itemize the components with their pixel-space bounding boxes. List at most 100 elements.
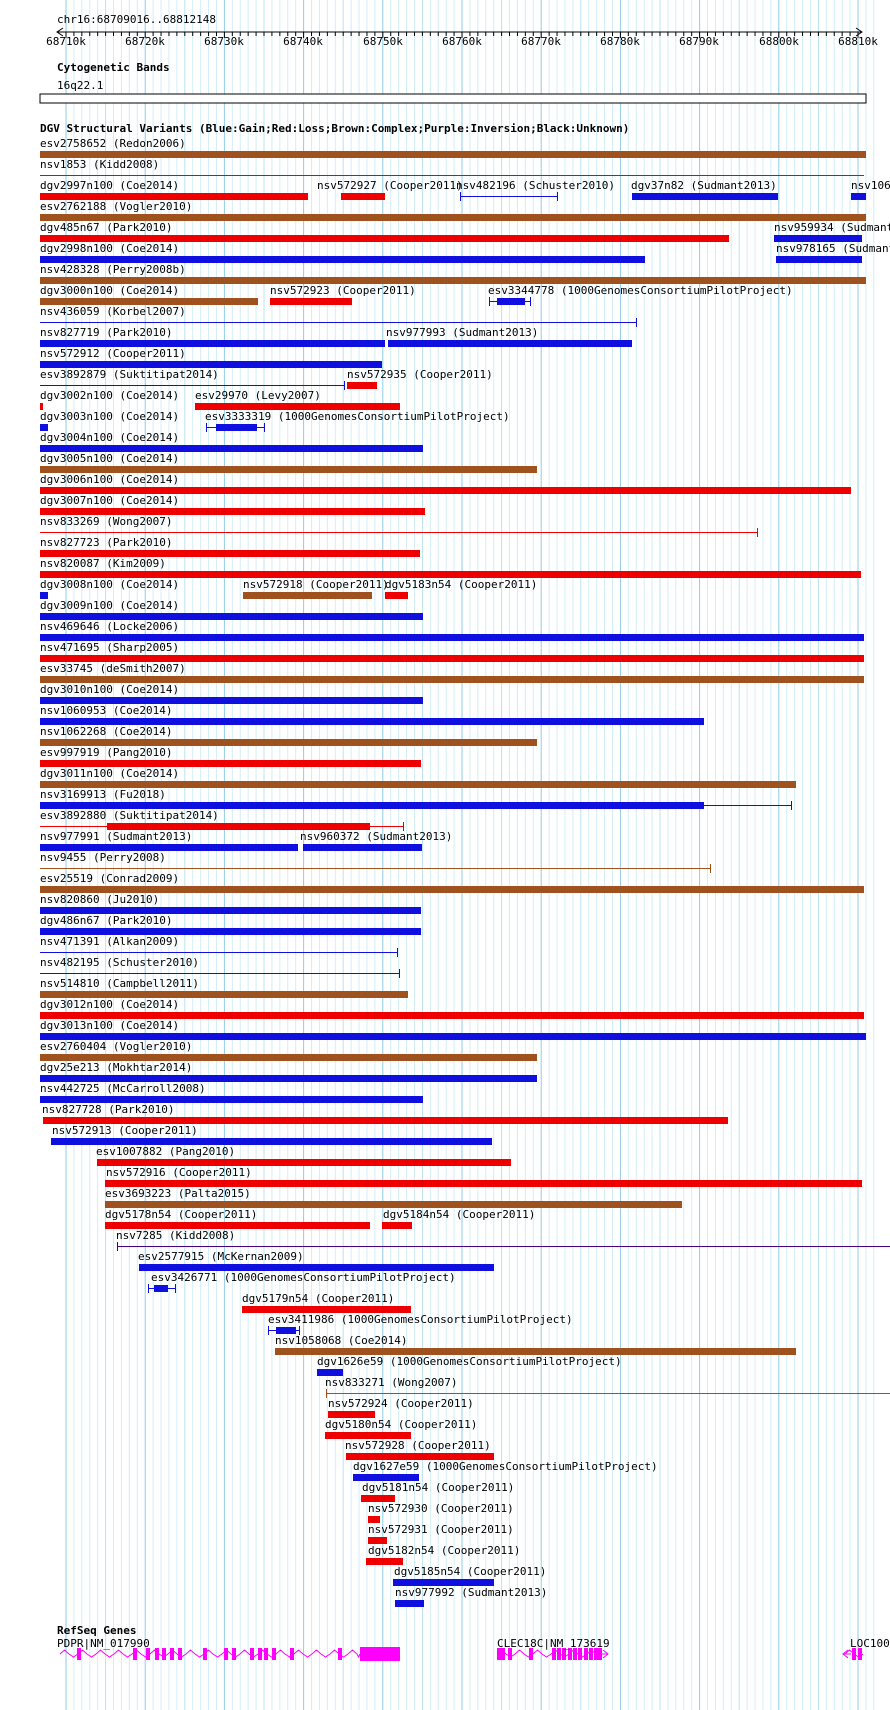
variant-bar[interactable] <box>40 886 864 893</box>
variant-bar[interactable] <box>40 487 851 494</box>
variant-label[interactable]: dgv3013n100 (Coe2014) <box>40 1019 180 1032</box>
variant-label[interactable]: dgv5183n54 (Cooper2011) <box>385 578 538 591</box>
variant-label[interactable]: nsv827728 (Park2010) <box>42 1103 175 1116</box>
variant-range-line[interactable] <box>460 196 558 197</box>
variant-bar[interactable] <box>341 193 385 200</box>
variant-label[interactable]: nsv9455 (Perry2008) <box>40 851 166 864</box>
variant-label[interactable]: nsv572928 (Cooper2011) <box>345 1439 491 1452</box>
variant-range-line[interactable] <box>40 322 637 323</box>
variant-label[interactable]: dgv3012n100 (Coe2014) <box>40 998 180 1011</box>
variant-label[interactable]: nsv572935 (Cooper2011) <box>347 368 493 381</box>
variant-bar[interactable] <box>40 151 866 158</box>
variant-label[interactable]: dgv3011n100 (Coe2014) <box>40 767 180 780</box>
variant-label[interactable]: nsv572918 (Cooper2011) <box>243 578 389 591</box>
variant-bar[interactable] <box>40 1075 537 1082</box>
variant-label[interactable]: nsv572931 (Cooper2011) <box>368 1523 514 1536</box>
variant-bar[interactable] <box>40 613 423 620</box>
variant-label[interactable]: nsv572924 (Cooper2011) <box>328 1397 474 1410</box>
variant-bar[interactable] <box>154 1285 168 1292</box>
variant-bar[interactable] <box>105 1222 370 1229</box>
gene-glyph[interactable] <box>496 1648 609 1660</box>
variant-label[interactable]: esv2758652 (Redon2006) <box>40 137 186 150</box>
variant-label[interactable]: nsv1058068 (Coe2014) <box>275 1334 408 1347</box>
variant-label[interactable]: dgv2998n100 (Coe2014) <box>40 242 180 255</box>
variant-bar[interactable] <box>776 256 862 263</box>
variant-label[interactable]: esv33745 (deSmith2007) <box>40 662 186 675</box>
variant-bar[interactable] <box>395 1600 424 1607</box>
gene-label[interactable]: CLEC18C|NM_173619 <box>497 1637 610 1650</box>
variant-label[interactable]: esv3344778 (1000GenomesConsortiumPilotPr… <box>488 284 793 297</box>
variant-label[interactable]: nsv428328 (Perry2008b) <box>40 263 186 276</box>
variant-bar[interactable] <box>368 1537 387 1544</box>
gene-label[interactable]: PDPR|NM_017990 <box>57 1637 150 1650</box>
variant-label[interactable]: esv3333319 (1000GenomesConsortiumPilotPr… <box>205 410 510 423</box>
variant-bar[interactable] <box>497 298 525 305</box>
variant-label[interactable]: nsv572913 (Cooper2011) <box>52 1124 198 1137</box>
variant-label[interactable]: nsv977993 (Sudmant2013) <box>386 326 539 339</box>
variant-label[interactable]: dgv3010n100 (Coe2014) <box>40 683 180 696</box>
variant-bar[interactable] <box>368 1516 380 1523</box>
variant-bar[interactable] <box>353 1474 419 1481</box>
variant-label[interactable]: dgv3003n100 (Coe2014) <box>40 410 180 423</box>
variant-range-line[interactable] <box>704 805 792 806</box>
variant-bar[interactable] <box>40 550 420 557</box>
variant-bar[interactable] <box>40 739 537 746</box>
variant-label[interactable]: esv3892879 (Suktitipat2014) <box>40 368 219 381</box>
variant-label[interactable]: dgv1626e59 (1000GenomesConsortiumPilotPr… <box>317 1355 622 1368</box>
variant-bar[interactable] <box>40 802 704 809</box>
variant-bar[interactable] <box>385 592 408 599</box>
variant-bar[interactable] <box>276 1327 296 1334</box>
variant-label[interactable]: nsv469646 (Locke2006) <box>40 620 180 633</box>
variant-bar[interactable] <box>393 1579 494 1586</box>
variant-label[interactable]: dgv5182n54 (Cooper2011) <box>368 1544 521 1557</box>
variant-label[interactable]: nsv471695 (Sharp2005) <box>40 641 180 654</box>
variant-bar[interactable] <box>105 1201 682 1208</box>
variant-label[interactable]: nsv978165 (Sudmant2 <box>776 242 890 255</box>
variant-bar[interactable] <box>40 256 645 263</box>
cytoband-label[interactable]: 16q22.1 <box>57 79 104 92</box>
variant-label[interactable]: dgv486n67 (Park2010) <box>40 914 173 927</box>
variant-label[interactable]: nsv820860 (Ju2010) <box>40 893 160 906</box>
variant-bar[interactable] <box>195 403 400 410</box>
variant-bar[interactable] <box>347 382 377 389</box>
variant-label[interactable]: esv1007882 (Pang2010) <box>96 1145 236 1158</box>
variant-label[interactable]: esv3411986 (1000GenomesConsortiumPilotPr… <box>268 1313 573 1326</box>
variant-bar[interactable] <box>43 1117 728 1124</box>
variant-label[interactable]: nsv1060953 (Coe2014) <box>40 704 173 717</box>
variant-label[interactable]: nsv820087 (Kim2009) <box>40 557 166 570</box>
variant-range-line[interactable] <box>40 175 864 176</box>
variant-label[interactable]: nsv471391 (Alkan2009) <box>40 935 180 948</box>
variant-label[interactable]: dgv37n82 (Sudmant2013) <box>631 179 777 192</box>
variant-label[interactable]: dgv3009n100 (Coe2014) <box>40 599 180 612</box>
variant-label[interactable]: nsv482196 (Schuster2010) <box>456 179 615 192</box>
variant-bar[interactable] <box>388 340 632 347</box>
variant-label[interactable]: esv29970 (Levy2007) <box>195 389 321 402</box>
variant-label[interactable]: dgv25e213 (Mokhtar2014) <box>40 1061 193 1074</box>
variant-bar[interactable] <box>40 991 408 998</box>
variant-bar[interactable] <box>51 1138 492 1145</box>
variant-bar[interactable] <box>851 193 866 200</box>
variant-label[interactable]: nsv960372 (Sudmant2013) <box>300 830 453 843</box>
variant-label[interactable]: nsv1062268 (Coe2014) <box>40 725 173 738</box>
variant-bar[interactable] <box>40 508 425 515</box>
variant-bar[interactable] <box>40 298 258 305</box>
variant-bar[interactable] <box>40 844 298 851</box>
variant-label[interactable]: dgv3006n100 (Coe2014) <box>40 473 180 486</box>
variant-bar[interactable] <box>107 823 370 830</box>
variant-bar[interactable] <box>270 298 352 305</box>
variant-range-line[interactable] <box>40 868 711 869</box>
variant-bar[interactable] <box>40 781 796 788</box>
variant-bar[interactable] <box>40 214 866 221</box>
variant-bar[interactable] <box>303 844 422 851</box>
variant-label[interactable]: esv2762188 (Vogler2010) <box>40 200 193 213</box>
variant-bar[interactable] <box>40 760 421 767</box>
variant-label[interactable]: nsv833271 (Wong2007) <box>325 1376 458 1389</box>
variant-label[interactable]: nsv3169913 (Fu2018) <box>40 788 166 801</box>
variant-bar[interactable] <box>40 718 704 725</box>
variant-label[interactable]: esv3892880 (Suktitipat2014) <box>40 809 219 822</box>
variant-bar[interactable] <box>40 676 864 683</box>
variant-label[interactable]: nsv572930 (Cooper2011) <box>368 1502 514 1515</box>
variant-bar[interactable] <box>346 1453 494 1460</box>
variant-range-line[interactable] <box>40 973 400 974</box>
variant-label[interactable]: dgv3002n100 (Coe2014) <box>40 389 180 402</box>
